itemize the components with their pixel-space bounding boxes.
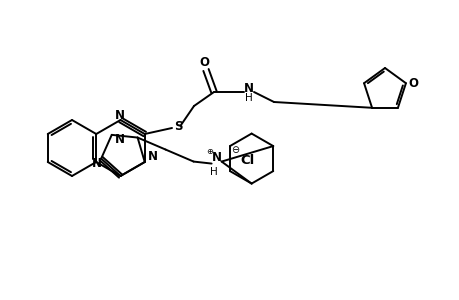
Text: N: N (147, 149, 157, 163)
Text: N: N (211, 151, 221, 164)
Text: N: N (114, 109, 124, 122)
Text: Cl: Cl (241, 154, 255, 166)
Text: O: O (407, 77, 417, 90)
Text: H: H (245, 93, 252, 103)
Text: H: H (209, 167, 217, 177)
Text: N: N (92, 157, 102, 170)
Text: N: N (114, 134, 124, 146)
Text: S: S (174, 119, 182, 133)
Text: O: O (199, 56, 208, 68)
Text: N: N (243, 82, 253, 94)
Text: ⊕: ⊕ (206, 147, 213, 156)
Text: ⊖: ⊖ (230, 145, 239, 155)
